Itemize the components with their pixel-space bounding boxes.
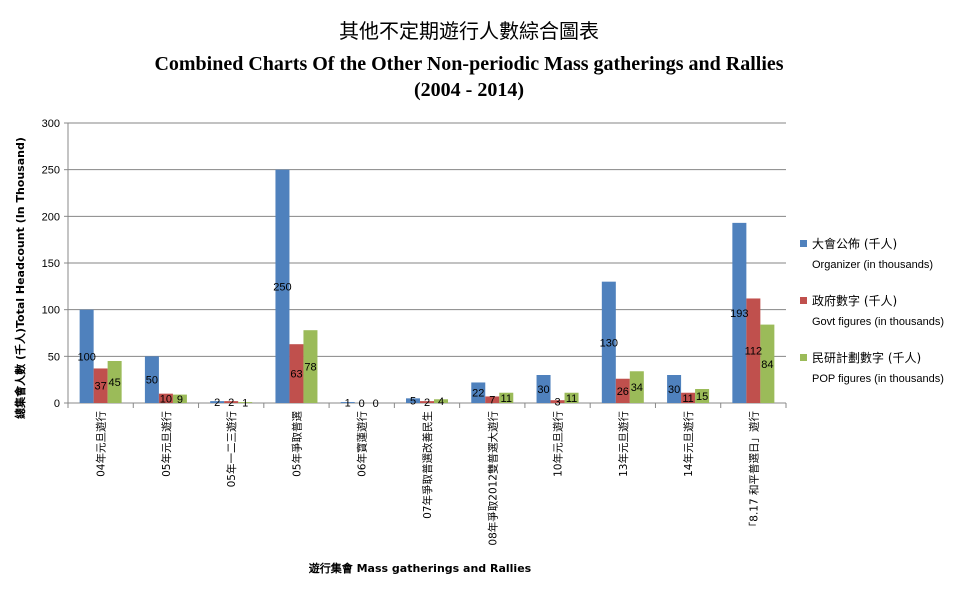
data-label: 3 bbox=[554, 397, 560, 409]
legend-label: 政府數字 (千人) bbox=[812, 293, 897, 308]
bar bbox=[695, 389, 710, 403]
bar bbox=[420, 401, 434, 403]
data-label: 130 bbox=[600, 337, 618, 349]
legend-swatch bbox=[800, 297, 807, 304]
legend-swatch bbox=[800, 240, 807, 247]
data-label: 11 bbox=[501, 393, 512, 405]
bar bbox=[564, 392, 579, 403]
bar bbox=[289, 344, 304, 403]
data-label: 4 bbox=[438, 396, 444, 408]
x-tick-label: 05年元旦遊行 bbox=[160, 411, 173, 477]
legend-label-en: POP figures (in thousands) bbox=[812, 373, 944, 385]
bar bbox=[746, 298, 761, 403]
bar bbox=[732, 222, 747, 403]
bar bbox=[536, 375, 551, 403]
x-tick-label: 06年寶蓮遊行 bbox=[356, 411, 369, 477]
y-tick-label: 50 bbox=[48, 351, 60, 363]
bar bbox=[340, 402, 355, 403]
y-tick-label: 300 bbox=[42, 118, 60, 130]
y-tick-label: 150 bbox=[42, 258, 60, 270]
x-tick-label: 10年元旦遊行 bbox=[552, 411, 565, 477]
bar bbox=[303, 330, 318, 403]
data-label: 7 bbox=[489, 395, 495, 407]
data-label: 1 bbox=[242, 398, 248, 410]
bar bbox=[144, 356, 159, 403]
data-label: 30 bbox=[537, 384, 549, 396]
data-label: 50 bbox=[146, 375, 158, 387]
data-label: 45 bbox=[109, 377, 121, 389]
bar bbox=[107, 361, 122, 403]
y-tick-label: 200 bbox=[42, 211, 60, 223]
data-label: 0 bbox=[373, 398, 379, 410]
bar bbox=[601, 281, 616, 403]
chart-subtitle: (2004 - 2014) bbox=[414, 79, 524, 101]
y-axis-title: 總集會人數 (千人)Total Headcount (In Thousand) bbox=[13, 137, 27, 419]
data-label: 250 bbox=[273, 281, 291, 293]
bar bbox=[760, 324, 775, 403]
data-label: 34 bbox=[631, 382, 643, 394]
data-label: 112 bbox=[745, 346, 763, 358]
data-label: 84 bbox=[761, 359, 773, 371]
x-tick-label: 13年元旦遊行 bbox=[617, 411, 630, 477]
data-label: 26 bbox=[617, 386, 629, 398]
data-label: 63 bbox=[290, 369, 302, 381]
bar bbox=[615, 378, 630, 403]
y-tick-label: 100 bbox=[42, 305, 60, 317]
x-tick-label: 14年元旦遊行 bbox=[682, 411, 695, 477]
data-label: 100 bbox=[77, 351, 95, 363]
data-label: 11 bbox=[682, 393, 693, 405]
data-label: 2 bbox=[228, 397, 234, 409]
bar bbox=[485, 396, 500, 403]
legend: 大會公佈 (千人) Organizer (in thousands) 政府數字 (千… bbox=[800, 236, 944, 385]
bar bbox=[93, 368, 108, 403]
legend-label-en: Govt figures (in thousands) bbox=[812, 316, 944, 328]
data-label: 22 bbox=[472, 388, 484, 400]
bar bbox=[275, 169, 290, 403]
data-label: 10 bbox=[160, 393, 172, 405]
data-label: 1 bbox=[345, 398, 351, 410]
x-tick-label: 08年爭取2012雙普選大遊行 bbox=[486, 411, 499, 546]
x-tick-label: 04年元旦遊行 bbox=[95, 411, 108, 477]
data-label: 193 bbox=[730, 308, 748, 320]
legend-label: 大會公佈 (千人) bbox=[812, 236, 897, 251]
legend-label-en: Organizer (in thousands) bbox=[812, 259, 933, 271]
legend-label: 民研計劃數字 (千人) bbox=[812, 350, 921, 365]
bar bbox=[499, 392, 514, 403]
data-label: 15 bbox=[696, 391, 708, 403]
bar bbox=[667, 375, 682, 403]
bar bbox=[629, 371, 644, 403]
x-tick-label: 05年爭取普選 bbox=[290, 411, 303, 477]
data-label: 78 bbox=[304, 362, 316, 374]
bar bbox=[434, 399, 448, 403]
bar bbox=[210, 401, 225, 403]
chart-title-en: Combined Charts Of the Other Non-periodi… bbox=[154, 53, 783, 75]
bar bbox=[471, 382, 486, 403]
bar bbox=[550, 400, 565, 403]
data-label: 2 bbox=[214, 397, 220, 409]
chart-title-zh: 其他不定期遊行人數綜合圖表 bbox=[339, 19, 599, 43]
bar bbox=[238, 402, 253, 403]
x-tick-label: 「8.17 和平普選日」遊行 bbox=[747, 411, 760, 533]
x-tick-label: 05年一二三遊行 bbox=[225, 411, 238, 488]
x-tick-label: 07年爭取普選改善民生 bbox=[421, 411, 434, 519]
y-tick-label: 0 bbox=[54, 398, 60, 410]
bar bbox=[406, 398, 420, 403]
y-tick-label: 250 bbox=[42, 165, 60, 177]
data-label: 11 bbox=[566, 393, 577, 405]
data-label: 2 bbox=[424, 397, 430, 409]
bar bbox=[158, 393, 173, 403]
bar bbox=[79, 309, 94, 403]
bar bbox=[224, 401, 239, 403]
data-label: 0 bbox=[359, 398, 365, 410]
data-label: 5 bbox=[410, 396, 416, 408]
data-label: 9 bbox=[177, 394, 183, 406]
legend-swatch bbox=[800, 354, 807, 361]
bar bbox=[681, 392, 696, 403]
bar bbox=[172, 394, 187, 403]
data-label: 30 bbox=[668, 384, 680, 396]
data-label: 37 bbox=[95, 381, 107, 393]
x-axis-title: 遊行集會 Mass gatherings and Rallies bbox=[309, 561, 532, 575]
